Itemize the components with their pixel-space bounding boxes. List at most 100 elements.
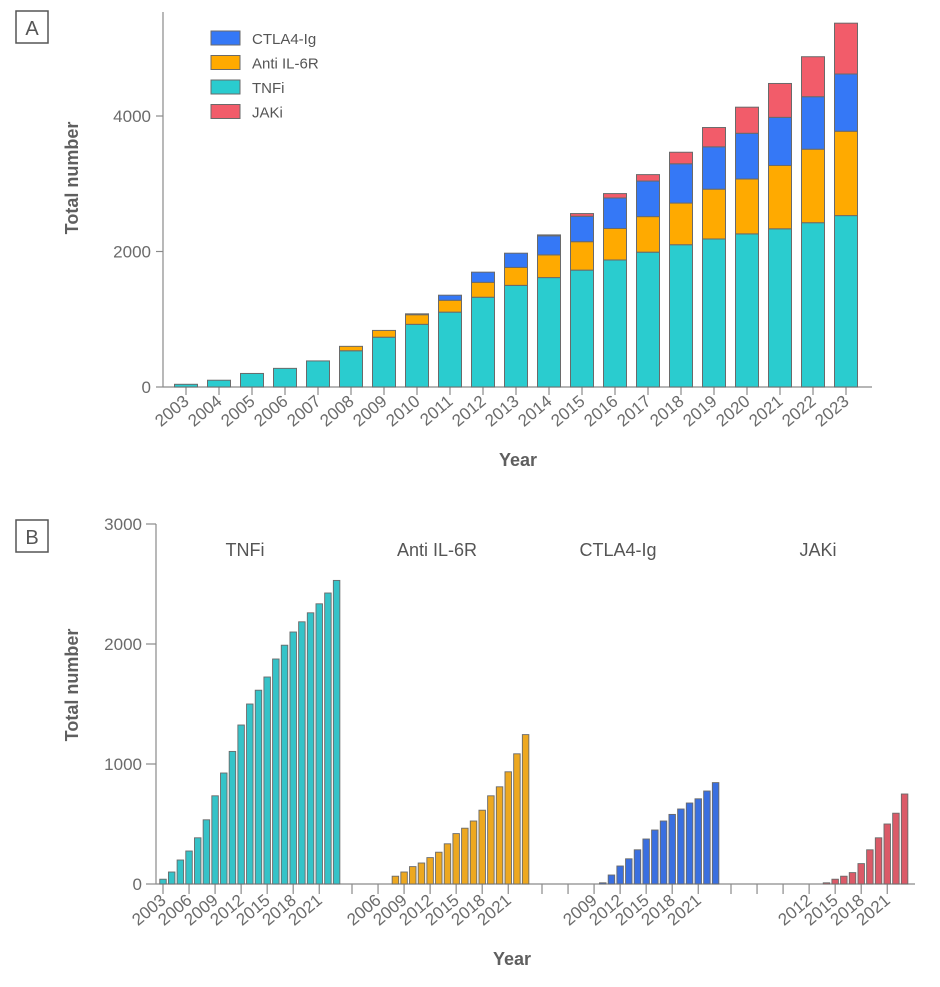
legend-label: TNFi xyxy=(252,80,285,97)
bar-tnfi xyxy=(207,379,231,388)
bar-ctla4-ig xyxy=(685,802,694,885)
panel-a-label-box xyxy=(15,10,49,44)
bar-jaki xyxy=(669,151,693,165)
bar-tnfi xyxy=(273,367,297,388)
bar-anti-il-6r xyxy=(438,299,462,313)
bar-ctla4-ig xyxy=(669,163,693,204)
bar-anti-il-6r xyxy=(636,216,660,253)
bar-tnfi xyxy=(324,592,332,885)
x-tick-label: 2019 xyxy=(679,392,720,431)
bar-ctla4-ig xyxy=(651,829,659,885)
bar-jaki xyxy=(768,82,792,118)
bar-jaki xyxy=(900,793,909,885)
bar-tnfi xyxy=(272,658,280,885)
bar-anti-il-6r xyxy=(768,164,792,230)
legend-label: Anti IL-6R xyxy=(252,56,319,73)
bar-ctla4-ig xyxy=(603,197,627,229)
y-tick-label: 4000 xyxy=(113,107,151,126)
bar-anti-il-6r xyxy=(801,148,825,224)
bar-anti-il-6r xyxy=(471,281,495,298)
bar-tnfi xyxy=(174,383,198,388)
bar-jaki xyxy=(834,22,858,75)
bar-ctla4-ig xyxy=(625,858,633,885)
y-tick-label: 1000 xyxy=(104,755,142,774)
panel-b-group-titles: TNFi Anti IL-6R CTLA4-Ig JAKi xyxy=(226,540,837,560)
bar-anti-il-6r xyxy=(537,254,561,279)
bar-tnfi xyxy=(185,850,193,885)
bar-jaki xyxy=(857,863,865,885)
bar-ctla4-ig xyxy=(504,252,528,268)
bar-ctla4-ig xyxy=(801,96,825,150)
x-tick-label: 2007 xyxy=(283,392,324,431)
bar-anti-il-6r xyxy=(409,866,417,885)
x-tick-label: 2017 xyxy=(613,392,654,431)
bar-tnfi xyxy=(240,372,264,388)
bar-tnfi xyxy=(332,579,341,885)
panel-a-y-axis: 0 2000 4000 xyxy=(113,12,164,397)
panel-b-label-box xyxy=(15,519,49,553)
panel-b-bars xyxy=(159,579,909,885)
bar-anti-il-6r xyxy=(400,871,408,885)
y-tick-label: 0 xyxy=(142,378,151,397)
bar-anti-il-6r xyxy=(372,329,396,338)
legend-swatch xyxy=(210,55,241,70)
bar-ctla4-ig xyxy=(735,132,759,180)
x-tick-label: 2009 xyxy=(349,392,390,431)
bar-ctla4-ig xyxy=(668,813,676,885)
bar-ctla4-ig xyxy=(636,180,660,218)
bar-ctla4-ig xyxy=(677,808,685,885)
panel-a-bars xyxy=(174,22,858,388)
x-tick-label: 2018 xyxy=(646,392,687,431)
x-tick-label: 2012 xyxy=(448,392,489,431)
x-tick-label: 2008 xyxy=(316,392,357,431)
bar-jaki xyxy=(636,174,660,182)
bar-anti-il-6r xyxy=(495,786,504,885)
bar-jaki xyxy=(570,213,594,217)
bar-tnfi xyxy=(237,724,245,885)
x-tick-label: 2016 xyxy=(580,392,621,431)
bar-anti-il-6r xyxy=(435,851,443,885)
x-tick-label: 2011 xyxy=(416,392,456,430)
bar-jaki xyxy=(735,106,759,134)
bar-ctla4-ig xyxy=(659,820,668,885)
bar-tnfi xyxy=(801,222,825,388)
bar-ctla4-ig xyxy=(768,116,792,166)
bar-tnfi xyxy=(405,323,429,388)
panel-b-label: B xyxy=(25,527,38,549)
bar-anti-il-6r xyxy=(521,734,530,885)
bar-tnfi xyxy=(167,871,176,885)
group-title: Anti IL-6R xyxy=(397,540,477,560)
bar-tnfi xyxy=(194,837,202,885)
bar-jaki xyxy=(831,878,839,885)
bar-ctla4-ig xyxy=(694,798,702,885)
bar-anti-il-6r xyxy=(669,202,693,246)
bar-ctla4-ig xyxy=(642,838,650,885)
bar-jaki xyxy=(892,812,900,885)
bar-anti-il-6r xyxy=(570,241,594,271)
bar-jaki xyxy=(702,127,726,148)
bar-ctla4-ig xyxy=(702,146,726,190)
bar-tnfi xyxy=(702,238,726,388)
group-title: CTLA4-Ig xyxy=(579,540,656,560)
bar-tnfi xyxy=(246,703,254,885)
x-tick-label: 2003 xyxy=(151,392,192,431)
bar-ctla4-ig xyxy=(471,271,495,283)
bar-tnfi xyxy=(306,360,330,388)
bar-anti-il-6r xyxy=(504,266,528,286)
y-tick-label: 3000 xyxy=(104,515,142,534)
bar-tnfi xyxy=(289,631,297,885)
x-tick-label: 2022 xyxy=(778,392,819,431)
y-tick-label: 2000 xyxy=(113,243,151,262)
bar-ctla4-ig xyxy=(633,849,642,885)
bar-tnfi xyxy=(202,819,211,885)
panel-a-label: A xyxy=(25,18,39,40)
bar-anti-il-6r xyxy=(452,833,460,885)
x-tick-label: 2013 xyxy=(481,392,522,431)
y-tick-label: 2000 xyxy=(104,635,142,654)
bar-tnfi xyxy=(636,251,660,388)
bar-tnfi xyxy=(603,259,627,388)
group-title: JAKi xyxy=(799,540,836,560)
x-tick-label: 2006 xyxy=(250,392,291,431)
